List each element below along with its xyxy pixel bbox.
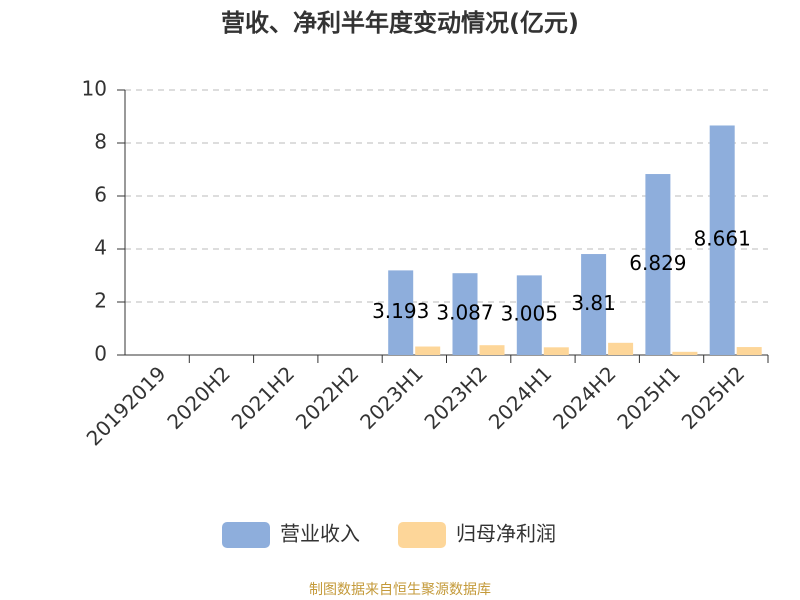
data-label: 6.829 xyxy=(629,251,686,275)
legend-swatch xyxy=(222,522,270,548)
bar xyxy=(709,125,735,356)
bar xyxy=(581,254,607,355)
data-label: 8.661 xyxy=(694,227,751,251)
x-tick-label: 2023H2 xyxy=(419,361,492,434)
bar xyxy=(543,347,569,355)
bar xyxy=(736,347,762,355)
x-tick-label: 2022H2 xyxy=(291,361,364,434)
y-tick-label: 10 xyxy=(82,77,107,101)
x-tick-label: 2024H2 xyxy=(548,361,621,434)
y-tick-label: 8 xyxy=(94,130,107,154)
bar xyxy=(608,342,634,355)
x-tick-label: 2023H1 xyxy=(355,361,428,434)
y-tick-label: 2 xyxy=(94,289,107,313)
chart-title: 营收、净利半年度变动情况(亿元) xyxy=(221,9,579,37)
x-tick-label: 2020H2 xyxy=(162,361,235,434)
x-tick-label: 2024H1 xyxy=(484,361,557,434)
bar xyxy=(479,345,505,355)
y-tick-label: 0 xyxy=(94,342,107,366)
bar xyxy=(388,270,414,355)
data-label: 3.087 xyxy=(436,301,493,325)
bar xyxy=(516,275,542,355)
legend-label: 营业收入 xyxy=(280,522,360,546)
x-tick-label: 2025H1 xyxy=(612,361,685,434)
y-tick-label: 4 xyxy=(94,236,107,260)
x-tick-label: 2021H2 xyxy=(227,361,300,434)
legend-swatch xyxy=(398,522,446,548)
data-label: 3.193 xyxy=(372,299,429,323)
data-label: 3.81 xyxy=(571,291,616,315)
legend-label: 归母净利润 xyxy=(456,522,556,546)
x-tick-label: 20192019 xyxy=(82,361,171,450)
y-tick-label: 6 xyxy=(94,183,107,207)
bar xyxy=(645,174,671,355)
source-note: 制图数据来自恒生聚源数据库 xyxy=(309,582,491,598)
x-tick-label: 2025H2 xyxy=(677,361,750,434)
bar xyxy=(415,346,441,355)
bar xyxy=(672,351,698,355)
bar xyxy=(452,273,478,355)
data-label: 3.005 xyxy=(501,302,558,326)
